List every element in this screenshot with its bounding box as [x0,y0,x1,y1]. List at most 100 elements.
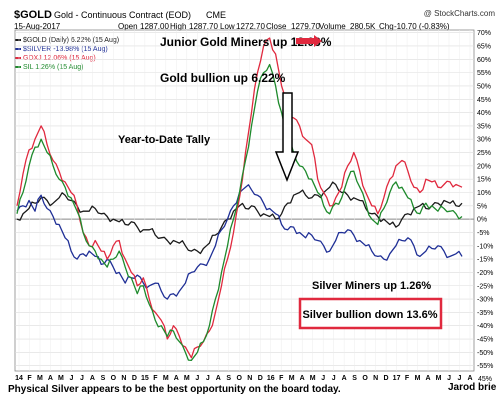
x-tick-label: A [48,375,53,382]
x-tick-label: J [458,375,462,382]
y-tick-label: -20% [477,270,493,277]
x-tick-label: M [37,375,43,382]
x-tick-label: A [426,375,431,382]
y-tick-label: 10% [477,190,491,197]
x-tick-label: O [362,375,368,382]
legend-sil: SIL 1.26% (15 Aug) [23,64,83,71]
y-tick-label: 60% [477,57,491,64]
y-tick-label: 45% [477,97,491,104]
down-arrow-icon [274,92,300,183]
x-tick-label: 17 [393,375,401,382]
y-tick-label: -5% [477,230,489,237]
chart-exchange: CME [206,10,226,20]
x-tick-label: N [373,375,378,382]
y-tick-label: 25% [477,150,491,157]
open-value: 1287.00 [140,22,169,31]
annotation-junior-miners: Junior Gold Miners up 12.06% [160,35,332,49]
legend-silver: $SILVER -13.98% (15 Aug) [23,46,108,53]
x-tick-label: J [447,375,451,382]
y-tick-label: -50% [477,350,493,357]
chart-symbol: $GOLD [14,9,52,21]
chart-description: Gold - Continuous Contract (EOD) [54,10,191,20]
y-tick-label: -55% [477,363,493,370]
annotation-gold-bullion: Gold bullion up 6.22% [160,71,286,85]
x-tick-label: A [174,375,179,382]
y-tick-label: 55% [477,70,491,77]
y-tick-label: -35% [477,310,493,317]
annotation-silver-miners: Silver Miners up 1.26% [312,280,431,292]
y-tick-label: 40% [477,110,491,117]
x-tick-label: A [467,375,472,382]
y-tick-label: 50% [477,83,491,90]
legend-gdxj: GDXJ 12.06% (15 Aug) [23,55,96,62]
corner-percent-label: 45% [478,376,492,383]
x-tick-label: D [258,375,263,382]
silver-bullion-box [298,297,443,330]
footer-right-label: Jarod brie [448,382,497,393]
legend-gold: $GOLD (Daily) 6.22% (15 Aug) [23,37,119,44]
open-label: Open [118,22,138,31]
x-tick-label: M [184,375,190,382]
x-tick-label: M [163,375,169,382]
x-tick-label: M [415,375,421,382]
x-tick-label: D [132,375,137,382]
y-tick-label: -40% [477,323,493,330]
series-line-gold [16,181,463,255]
x-tick-label: 15 [141,375,149,382]
volume-value: 280.5K [350,22,376,31]
high-label: High [170,22,186,31]
x-tick-label: M [289,375,295,382]
low-label: Low [220,22,235,31]
y-tick-label: -25% [477,283,493,290]
x-tick-label: J [321,375,325,382]
y-tick-label: 35% [477,123,491,130]
y-tick-label: 30% [477,137,491,144]
low-value: 1272.70 [236,22,265,31]
footer-note: Physical Silver appears to be the best o… [8,384,341,395]
close-value: 1279.70 [291,22,320,31]
x-tick-label: F [405,375,410,382]
x-tick-label: M [310,375,316,382]
x-tick-label: S [101,375,106,382]
x-tick-label: J [69,375,73,382]
y-tick-label: -30% [477,297,493,304]
chart-date: 15-Aug-2017 [14,22,61,31]
y-tick-label: 20% [477,163,491,170]
x-tick-label: D [384,375,389,382]
annotation-tally: Year-to-Date Tally [118,134,211,146]
y-tick-label: 0% [477,217,487,224]
x-tick-label: M [436,375,442,382]
x-tick-label: 14 [15,375,23,382]
volume-label: Volume [319,22,346,31]
x-tick-label: A [90,375,95,382]
y-tick-label: -45% [477,337,493,344]
x-tick-label: A [216,375,221,382]
y-tick-label: 5% [477,203,487,210]
x-tick-label: J [195,375,199,382]
x-tick-label: N [247,375,252,382]
x-tick-label: O [111,375,117,382]
x-tick-label: J [206,375,210,382]
x-tick-label: 16 [267,375,275,382]
annotation-silver-bullion: Silver bullion down 13.6% [302,309,437,321]
x-tick-label: S [226,375,231,382]
y-tick-label: 65% [477,43,491,50]
x-tick-label: O [237,375,243,382]
y-tick-label: 70% [477,30,491,37]
red-arrow-icon [296,35,322,47]
plot-frame [14,29,475,372]
chg-value: -10.70 (-0.83%) [394,22,450,31]
watermark: @ StockCharts.com [424,9,496,18]
x-tick-label: S [352,375,357,382]
x-tick-label: F [27,375,32,382]
x-tick-label: J [80,375,84,382]
x-tick-label: A [342,375,347,382]
y-tick-label: -15% [477,257,493,264]
series-line-sil [16,63,463,361]
high-value: 1287.70 [189,22,218,31]
y-tick-label: -10% [477,243,493,250]
x-tick-label: J [332,375,336,382]
x-tick-label: F [279,375,284,382]
chg-label: Chg [379,22,394,31]
